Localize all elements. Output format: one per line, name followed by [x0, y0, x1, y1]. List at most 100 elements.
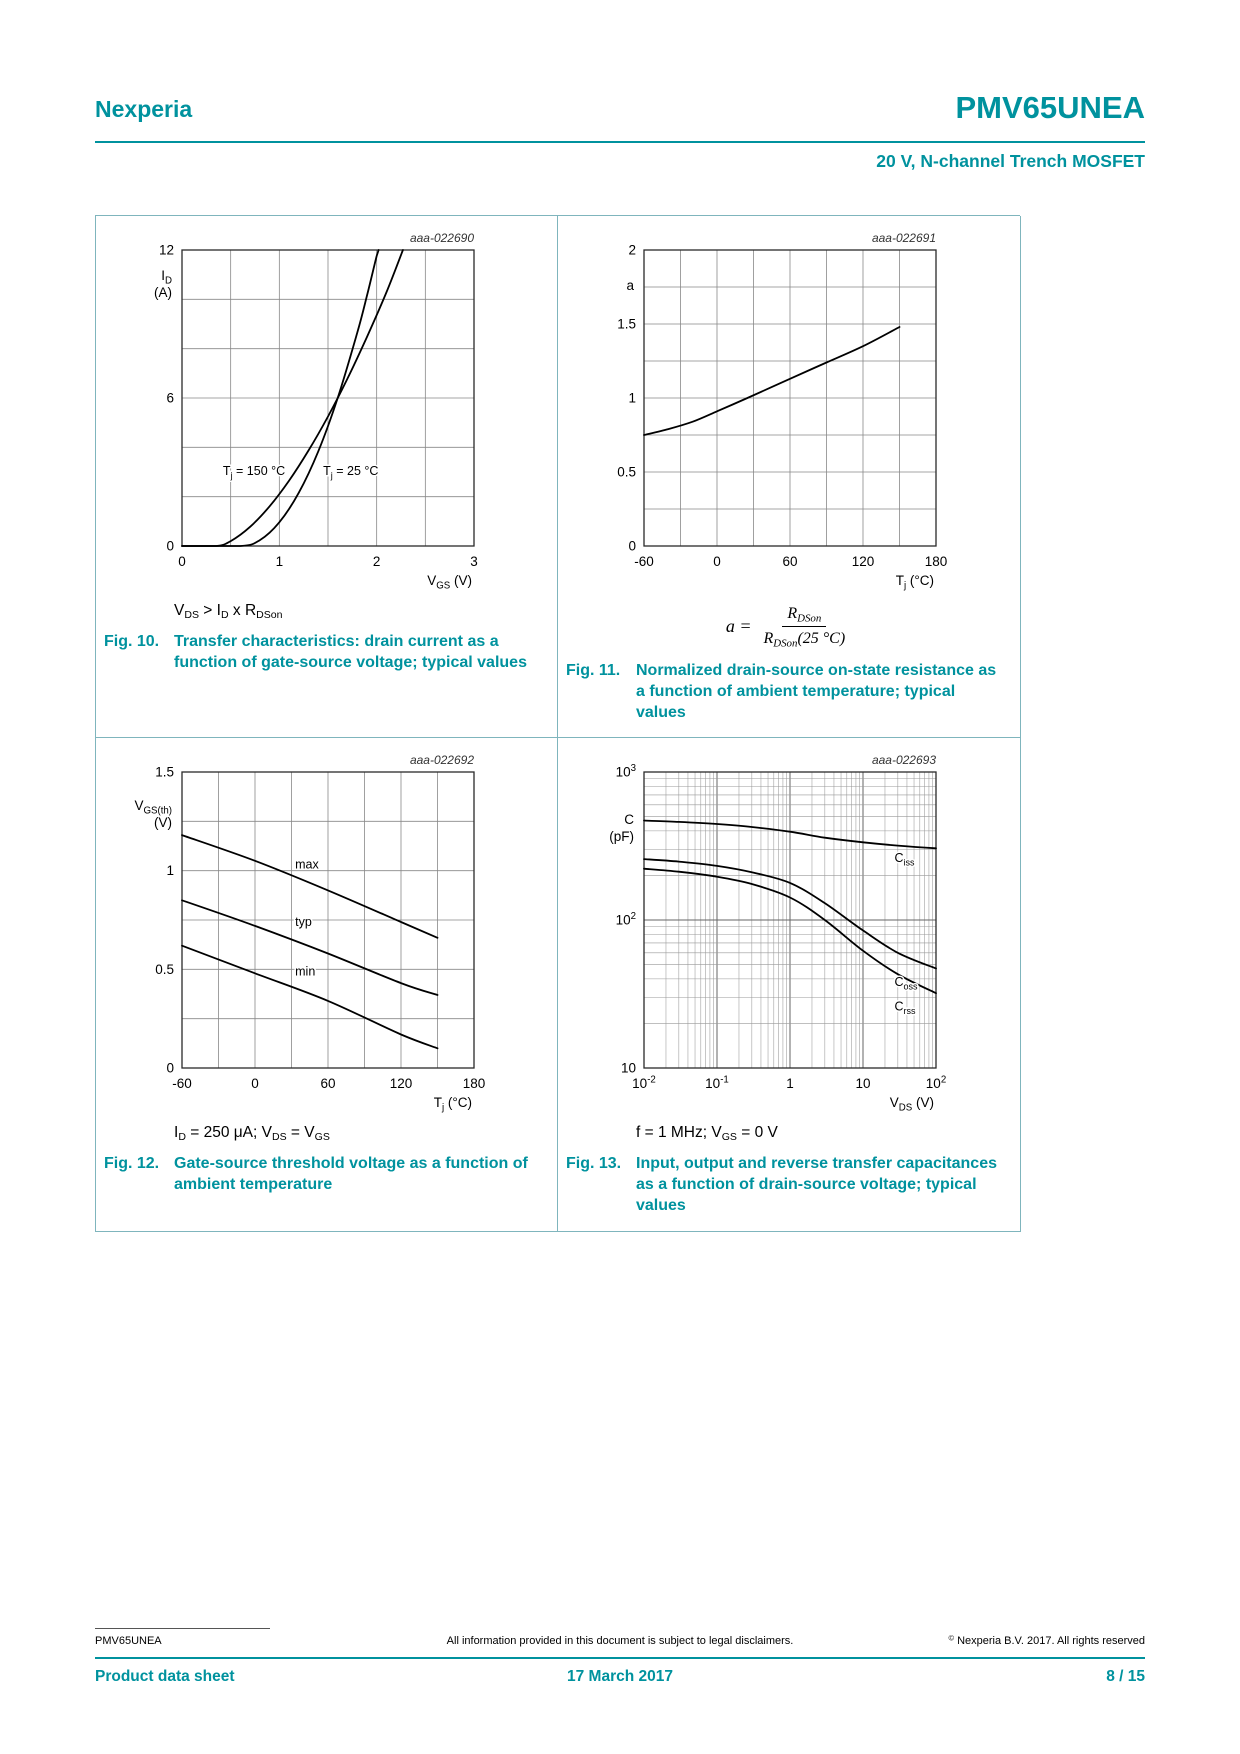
plot-frame	[181, 771, 475, 1070]
fig13-capacitances-svg: Ciss Coss Crss 10-2 10-1 1 10 102 10 102 103 VDS (V…	[609, 753, 946, 1114]
curves	[643, 819, 937, 995]
fig11-caption: Fig. 11. Normalized drain-source on-stat…	[566, 661, 1010, 723]
curve-label: max	[295, 858, 319, 872]
figure-id-watermark: aaa-022693	[872, 753, 936, 767]
figure-panel-fig11: -60 0 60 120 180 0 0.5 1 1.5 2 Tj (°C) a aaa-022691 …	[558, 216, 1021, 739]
x-tick-label: 60	[320, 1076, 335, 1091]
page-subtitle: 20 V, N-channel Trench MOSFET	[876, 151, 1145, 171]
fig11-normalized-rdson-chart: -60 0 60 120 180 0 0.5 1 1.5 2 Tj (°C) a aaa-022691	[566, 224, 1010, 596]
footer-page-number: 8 / 15	[1106, 1668, 1145, 1685]
fig10-condition: VDS > ID x RDSon	[174, 602, 283, 622]
figure-caption-text: Transfer characteristics: drain current …	[174, 633, 527, 671]
curve-typ	[181, 899, 439, 997]
x-tick-label: 10-2	[632, 1075, 656, 1092]
plot-frame	[643, 249, 937, 547]
x-tick-label: 0	[251, 1076, 259, 1091]
y-tick-label: 6	[166, 391, 174, 406]
plot-frame	[181, 249, 475, 547]
x-tick-label: 60	[782, 554, 797, 569]
formula-numerator: RDSon	[782, 604, 827, 627]
y-axis-label: VGS(th)	[134, 798, 172, 817]
y-axis-label: C	[624, 812, 634, 827]
curve-Tj = 25 C	[181, 249, 380, 547]
figure-caption-text: Normalized drain-source on-state resista…	[636, 662, 997, 721]
curve-Coss	[643, 858, 937, 970]
curve-a	[643, 326, 901, 436]
fig10-transfer-characteristics-chart: Tj = 150 °C Tj = 25 °C 0 1 2 3 0 6 12 VGS (V) ID (A…	[104, 224, 547, 596]
formula-lhs: a =	[725, 616, 752, 636]
x-axis-label: Tj (°C)	[896, 573, 934, 592]
figure-panel-fig12: max typ min -60 0 60 120 180 0 0.5 1 1.5 Tj (°C) VGS(…	[96, 738, 558, 1232]
curve-min	[181, 945, 439, 1050]
header-rule	[95, 141, 1145, 143]
curve-label: Coss	[894, 976, 918, 993]
figure-number: Fig. 13.	[566, 1155, 622, 1173]
curve-label: Crss	[894, 1000, 916, 1017]
curve-max	[181, 834, 439, 940]
curve-label: typ	[295, 915, 312, 929]
figure-table: Tj = 150 °C Tj = 25 °C 0 1 2 3 0 6 12 VGS (V) ID (A…	[95, 215, 1021, 1232]
y-tick-label: 0.5	[617, 465, 636, 480]
grid	[182, 772, 474, 1069]
x-axis-label: Tj (°C)	[434, 1095, 472, 1114]
x-tick-label: -60	[634, 554, 654, 569]
curve-label: min	[295, 965, 315, 979]
footer-doc-id: PMV65UNEA	[95, 1635, 162, 1647]
footer-small-row: PMV65UNEA All information provided in th…	[95, 1633, 1145, 1651]
curve-label: Ciss	[894, 851, 915, 868]
fig10-caption: Fig. 10. Transfer characteristics: drain…	[104, 632, 547, 674]
grid	[643, 771, 937, 1069]
figure-number: Fig. 10.	[104, 633, 160, 650]
y-tick-label: 1.5	[155, 765, 174, 780]
x-tick-label: 120	[390, 1076, 413, 1091]
footer-doc-type: Product data sheet	[95, 1668, 235, 1685]
fig13-capacitances-chart: Ciss Coss Crss 10-2 10-1 1 10 102 10 102 103 VDS (V…	[566, 746, 1010, 1118]
y-tick-label: 10	[621, 1061, 636, 1076]
footer-docid-rule	[95, 1628, 270, 1629]
y-tick-label: 102	[616, 911, 636, 928]
curve-Tj = 150 C	[181, 249, 404, 547]
x-tick-label: 180	[925, 554, 948, 569]
x-tick-label: 1	[786, 1076, 794, 1091]
fig12-threshold-voltage-chart: max typ min -60 0 60 120 180 0 0.5 1 1.5 Tj (°C) VGS(…	[104, 746, 547, 1118]
x-tick-label: 120	[852, 554, 875, 569]
curves	[643, 326, 901, 436]
y-axis-label: a	[626, 278, 634, 293]
curves	[181, 249, 404, 547]
footer-rule	[95, 1657, 1145, 1659]
y-tick-label: 12	[159, 243, 174, 258]
figure-caption-text: Gate-source threshold voltage as a funct…	[174, 1155, 528, 1194]
formula-fraction: RDSon RDSon(25 °C)	[758, 604, 850, 649]
fig13-caption: Fig. 13. Input, output and reverse trans…	[566, 1154, 1010, 1216]
figure-panel-fig10: Tj = 150 °C Tj = 25 °C 0 1 2 3 0 6 12 VGS (V) ID (A…	[96, 216, 558, 739]
figure-id-watermark: aaa-022692	[410, 753, 474, 767]
grid	[644, 250, 936, 546]
y-tick-label: 1	[166, 864, 174, 879]
grid	[182, 250, 474, 546]
figure-id-watermark: aaa-022690	[410, 231, 474, 245]
figure-caption-text: Input, output and reverse transfer capac…	[636, 1155, 997, 1214]
part-number-title: PMV65UNEA	[955, 90, 1146, 125]
fig13-condition: f = 1 MHz; VGS = 0 V	[636, 1124, 778, 1144]
x-tick-label: 10-1	[705, 1075, 729, 1092]
y-tick-label: 1.5	[617, 317, 636, 332]
x-tick-label: 3	[470, 554, 478, 569]
y-tick-label: 0	[166, 539, 174, 554]
figure-number: Fig. 11.	[566, 662, 621, 679]
curve-Crss	[643, 868, 937, 995]
y-axis-label: (V)	[154, 815, 172, 830]
footer-date: 17 March 2017	[567, 1668, 673, 1685]
x-tick-label: 0	[178, 554, 186, 569]
x-tick-label: 2	[373, 554, 381, 569]
y-tick-label: 2	[628, 243, 636, 258]
y-axis-label: (A)	[154, 285, 172, 300]
brand-logo-text: Nexperia	[95, 96, 193, 122]
y-tick-label: 1	[628, 391, 636, 406]
y-tick-label: 0	[628, 539, 636, 554]
curve-Ciss	[643, 819, 937, 850]
figure-id-watermark: aaa-022691	[872, 231, 936, 245]
curve-label: Tj = 25 °C	[323, 464, 378, 481]
x-axis-label: VDS (V)	[890, 1095, 934, 1114]
